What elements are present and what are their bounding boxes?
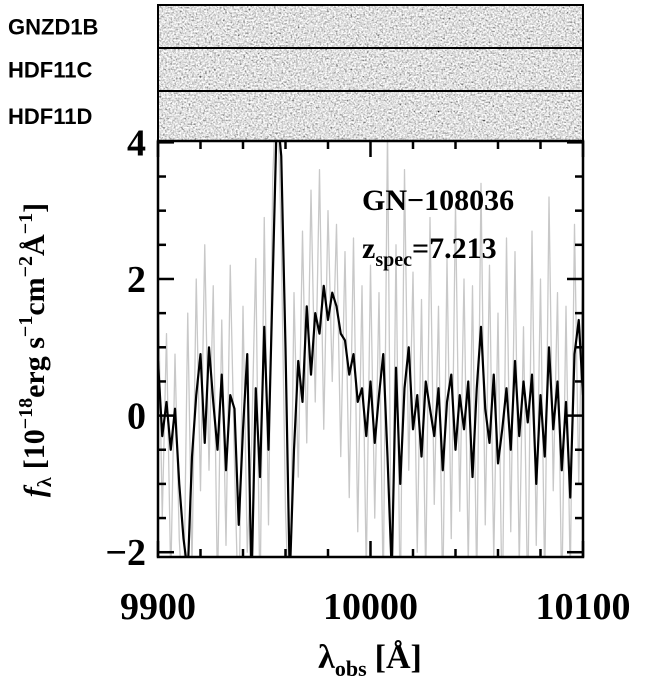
strip-image <box>158 5 583 48</box>
y-tick-label: 4 <box>127 122 146 164</box>
plot-area: 9900 10000 10100 4 2 0 −2 <box>105 122 631 628</box>
strip-image <box>158 48 583 91</box>
strip-image <box>158 91 583 141</box>
y-label-sup: −18 <box>15 398 37 429</box>
y-label-part: erg s <box>18 337 51 398</box>
y-label-sub: λ <box>34 477 56 487</box>
strip-label: GNZD1B <box>8 15 98 40</box>
y-tick-label: 2 <box>127 259 146 301</box>
y-tick-label: 0 <box>127 396 146 438</box>
x-tick-label: 10000 <box>323 586 418 628</box>
x-axis-label: λobs [Å] <box>318 639 422 681</box>
y-label-sup: −1 <box>15 213 37 234</box>
spectrum-line <box>158 141 583 557</box>
y-label-part: Å <box>18 234 51 256</box>
object-name: GN−108036 <box>362 184 514 217</box>
redshift-z: z <box>362 232 375 265</box>
x-label-sub: obs <box>335 656 367 681</box>
y-tick-label: −2 <box>105 532 146 574</box>
redshift: zspec=7.213 <box>362 232 497 271</box>
strip-label: HDF11D <box>8 104 92 129</box>
redshift-sub: spec <box>375 249 412 271</box>
y-label-part: cm <box>18 277 51 315</box>
x-tick-label: 9900 <box>120 586 196 628</box>
x-label-symbol: λ <box>318 639 335 676</box>
redshift-value: =7.213 <box>412 232 497 265</box>
y-label-part: ] <box>18 203 51 213</box>
y-label-f: f <box>18 484 51 497</box>
lines <box>158 141 583 557</box>
x-tick-label: 10100 <box>536 586 631 628</box>
x-label-unit: [Å] <box>375 639 422 676</box>
spectra-2d: GNZD1B HDF11C HDF11D <box>8 4 584 142</box>
strip-label: HDF11C <box>8 58 92 83</box>
y-label-sup: −2 <box>15 256 37 277</box>
y-label-sup: −1 <box>15 316 37 337</box>
y-label-part: [10 <box>18 429 51 469</box>
y-axis-label: fλ[10−18erg s−1cm−2Å−1] <box>15 203 56 497</box>
